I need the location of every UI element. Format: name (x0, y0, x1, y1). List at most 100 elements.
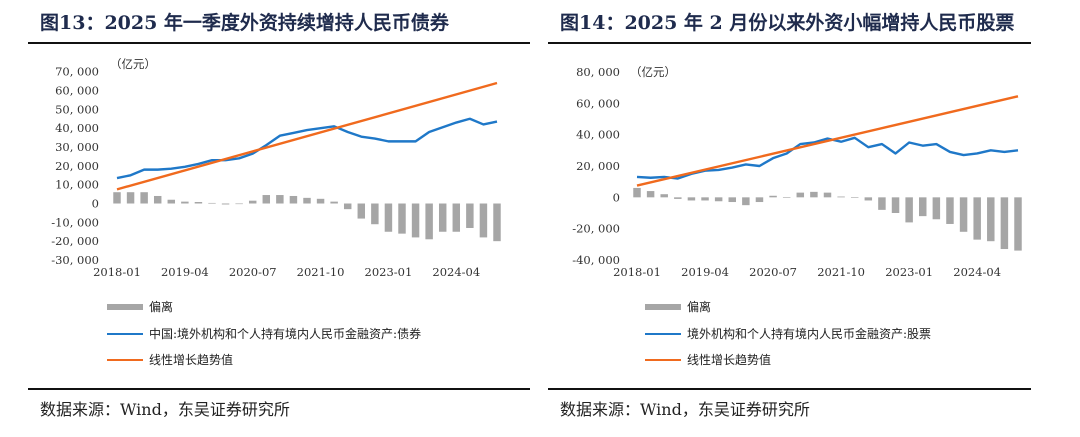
deviation-bar (343, 203, 352, 210)
deviation-bar (905, 197, 913, 223)
deviation-bar (959, 197, 968, 232)
source-divider (28, 388, 530, 390)
deviation-bar (303, 197, 311, 204)
deviation-bar (208, 202, 216, 204)
deviation-bar (330, 201, 338, 204)
deviation-bar (276, 195, 284, 204)
legend-label: 中国:境外机构和个人持有境内人民币金融资产:债券 (149, 327, 422, 341)
x-tick-label: 2021-10 (817, 265, 865, 279)
deviation-bar (466, 203, 474, 228)
deviation-bar (235, 203, 243, 205)
deviation-bar (1014, 197, 1022, 251)
y-tick-label: -30, 000 (51, 253, 99, 267)
source-note: 数据来源：Wind，东吴证券研究所 (560, 400, 810, 419)
x-tick-label: 2024-04 (953, 265, 1001, 279)
y-tick-label: 50, 000 (55, 102, 99, 116)
deviation-bar (479, 203, 488, 238)
deviation-bar (425, 203, 433, 240)
deviation-bar (987, 197, 995, 242)
deviation-bar (221, 203, 230, 205)
deviation-bar (316, 198, 325, 204)
deviation-bar (714, 197, 723, 202)
y-tick-label: 20, 000 (576, 159, 620, 173)
y-tick-label: -20, 000 (572, 222, 620, 236)
deviation-bar (167, 199, 176, 204)
y-tick-label: 0 (613, 190, 620, 204)
deviation-bar (687, 197, 696, 201)
deviation-swatch (107, 303, 143, 310)
x-tick-label: 2023-01 (885, 265, 933, 279)
deviation-bar (357, 203, 366, 219)
deviation-bar (782, 197, 791, 198)
deviation-bar (384, 203, 393, 232)
holdings-line (116, 117, 498, 180)
deviation-bar (646, 191, 655, 198)
deviation-bar (493, 203, 501, 242)
deviation-bar (728, 197, 736, 203)
deviation-bar (823, 192, 832, 198)
deviation-bar (701, 197, 709, 201)
x-tick-label: 2019-04 (161, 265, 209, 279)
x-tick-label: 2018-01 (613, 265, 661, 279)
trend-swatch (107, 358, 143, 361)
legend-label: 线性增长趋势值 (149, 353, 234, 367)
deviation-bar (660, 194, 668, 198)
y-tick-label: 40, 000 (576, 128, 620, 142)
deviation-swatch (645, 303, 681, 310)
deviation-bar (674, 197, 682, 199)
holdings-swatch (645, 332, 681, 335)
x-tick-label: 2020-07 (749, 265, 797, 279)
y-tick-label: 60, 000 (55, 84, 99, 98)
y-tick-label: 80, 000 (576, 65, 620, 79)
y-tick-label: 40, 000 (55, 121, 99, 135)
deviation-bar (1000, 197, 1009, 250)
trend-line (636, 95, 1019, 187)
holdings-swatch (107, 332, 143, 335)
unit-label: （亿元） (110, 57, 156, 71)
deviation-bar (946, 197, 954, 224)
deviation-bar (153, 195, 162, 204)
deviation-bar (371, 203, 379, 225)
y-tick-label: -20, 000 (51, 234, 99, 248)
x-tick-label: 2019-04 (681, 265, 729, 279)
y-tick-label: 20, 000 (55, 159, 99, 173)
title-divider (28, 42, 530, 44)
deviation-bar (140, 192, 148, 204)
y-tick-label: 0 (92, 197, 99, 211)
deviation-bar (850, 197, 859, 198)
figure-13-title: 图13：2025 年一季度外资持续增持人民币债券 (40, 12, 449, 34)
deviation-bar (973, 197, 981, 240)
deviation-bar (755, 197, 764, 203)
x-tick-label: 2021-10 (297, 265, 345, 279)
source-note: 数据来源：Wind，东吴证券研究所 (40, 400, 290, 419)
x-tick-label: 2024-04 (432, 265, 480, 279)
deviation-bar (398, 203, 406, 234)
deviation-bar (438, 203, 447, 232)
legend-label: 偏离 (149, 300, 174, 314)
deviation-bar (742, 197, 750, 206)
deviation-bar (891, 197, 900, 213)
deviation-bar (248, 200, 257, 204)
figure-14-title: 图14：2025 年 2 月份以来外资小幅增持人民币股票 (560, 12, 1015, 34)
unit-label: （亿元） (630, 65, 676, 79)
x-tick-label: 2018-01 (93, 265, 141, 279)
deviation-bar (769, 195, 777, 198)
y-tick-label: 70, 000 (55, 65, 99, 79)
deviation-bar (411, 203, 420, 238)
deviation-bar (919, 197, 927, 217)
y-tick-label: -10, 000 (51, 215, 99, 229)
x-tick-label: 2023-01 (365, 265, 413, 279)
deviation-bar (810, 191, 818, 198)
deviation-bar (289, 195, 298, 204)
deviation-bar (181, 201, 189, 204)
y-tick-label: 10, 000 (55, 178, 99, 192)
trend-swatch (645, 358, 681, 361)
y-tick-label: -40, 000 (572, 253, 620, 267)
deviation-bar (452, 203, 461, 232)
x-tick-label: 2020-07 (229, 265, 277, 279)
deviation-bar (633, 187, 641, 198)
deviation-bar (932, 197, 941, 220)
legend-label: 偏离 (687, 300, 712, 314)
deviation-bar (864, 197, 873, 201)
